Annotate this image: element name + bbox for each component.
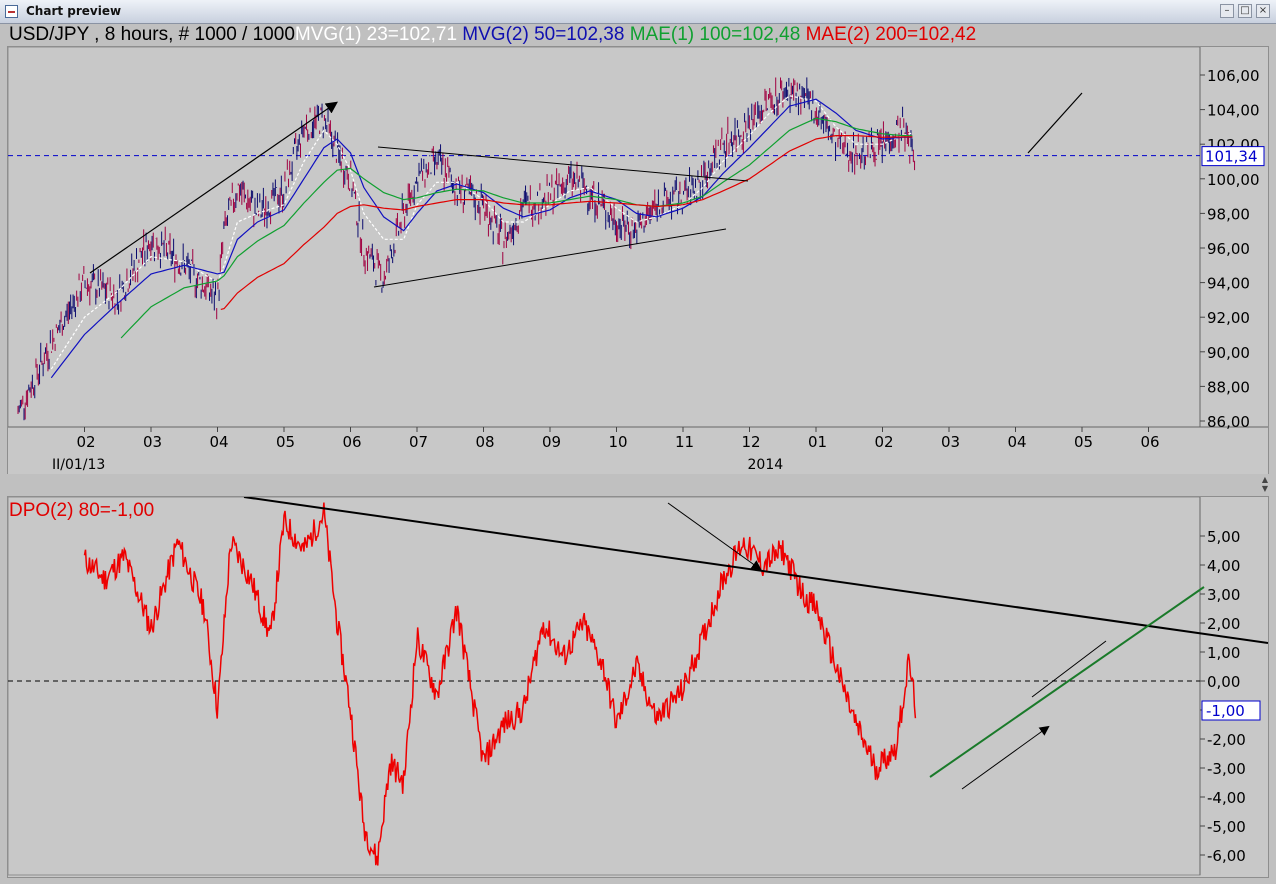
price-y-tick-label: 90,00 (1207, 344, 1250, 362)
price-chart[interactable]: 106,00104,00102,00100,0098,0096,0094,009… (7, 46, 1268, 475)
price-x-tick-label: 10 (609, 433, 628, 451)
price-x-tick-label: 03 (143, 433, 162, 451)
dpo-last-label: -1,00 (1206, 702, 1245, 720)
price-x-tick-label: 05 (276, 433, 295, 451)
dpo-y-tick-label: -2,00 (1207, 731, 1246, 749)
dpo-y-tick-label: 2,00 (1207, 615, 1240, 633)
price-x-tick-label: 08 (476, 433, 495, 451)
price-y-tick-label: 100,00 (1207, 171, 1260, 189)
projection-line (1027, 92, 1083, 154)
minimize-button[interactable]: – (1220, 4, 1234, 18)
price-panel[interactable]: 106,00 104,00 102,00 100,00 98,00 96,00 94,00 9… (7, 46, 1269, 476)
app-icon (5, 5, 18, 18)
dpo-y-tick-label: -5,00 (1207, 818, 1246, 836)
price-x-tick-label: 06 (1141, 433, 1160, 451)
dpo-panel[interactable]: 5,00 4,00 3,00 2,00 1,00 0,00 -1,00 -2,00 -3,00 -… (7, 496, 1269, 878)
triangle-upper-line (377, 146, 749, 182)
symbol-label: USD/JPY , 8 hours, # 1000 / 1000 (9, 24, 295, 45)
price-x-tick-label: 07 (409, 433, 428, 451)
price-y-tick-label: 86,00 (1207, 413, 1250, 431)
price-x-tick-label: 04 (1008, 433, 1027, 451)
price-plot-area (7, 46, 1201, 428)
dpo-y-tick-label: -6,00 (1207, 847, 1246, 865)
dpo-uptrend-line (929, 586, 1205, 778)
mae1-label: MAE(1) 100=102,48 (629, 24, 801, 45)
dpo-last-box (1201, 700, 1261, 721)
price-x-sublabel: II/01/13 (52, 457, 105, 473)
dpo-plot-area (7, 496, 1201, 876)
price-x-tick-label: 12 (742, 433, 761, 451)
mae1-line (120, 117, 913, 339)
price-x-tick-label: 06 (343, 433, 362, 451)
chart-header: USD/JPY , 8 hours, # 1000 / 1000MVG(1) 2… (9, 24, 976, 46)
last-price-box (1201, 146, 1265, 167)
price-x-tick-label: 09 (542, 433, 561, 451)
price-y-tick-label: 98,00 (1207, 205, 1250, 223)
price-x-tick-label: 11 (675, 433, 694, 451)
price-y-tick-label: 92,00 (1207, 309, 1250, 327)
maximize-button[interactable]: □ (1238, 4, 1252, 18)
panel-splitter[interactable]: ▲ ▼ (0, 474, 1276, 496)
price-y-tick-label: 96,00 (1207, 240, 1250, 258)
close-button[interactable]: × (1256, 4, 1270, 18)
dpo-y-tick-label: 5,00 (1207, 528, 1240, 546)
dpo-up-arrow (961, 725, 1050, 790)
mae2-line (220, 135, 913, 310)
price-x-tick-label: 05 (1074, 433, 1093, 451)
price-y-tick-label: 88,00 (1207, 378, 1250, 396)
dpo-y-tick-label: 4,00 (1207, 557, 1240, 575)
dpo-line (83, 502, 917, 866)
price-y-tick-label: 104,00 (1207, 102, 1260, 120)
dpo-pointer-arrow (667, 502, 762, 571)
splitter-arrows-icon[interactable]: ▲ ▼ (1261, 475, 1268, 493)
price-x-tick-label: 01 (808, 433, 827, 451)
price-y-tick-label: 106,00 (1207, 67, 1260, 85)
mae2-label: MAE(2) 200=102,42 (805, 24, 977, 45)
last-price-label: 101,34 (1205, 148, 1258, 166)
triangle-lower-line (373, 228, 727, 288)
mvg2-label: MVG(2) 50=102,38 (462, 24, 625, 45)
price-x-tick-label: 02 (875, 433, 894, 451)
mvg1-label: MVG(1) 23=102,71 (294, 24, 458, 45)
dpo-y-tick-label: -4,00 (1207, 789, 1246, 807)
price-x-tick-label: 03 (941, 433, 960, 451)
dpo-label: DPO(2) 80=-1,00 (9, 500, 155, 521)
trend-arrow-up (89, 101, 338, 274)
price-x-sublabel: 2014 (748, 457, 784, 473)
dpo-projection-line (1031, 640, 1107, 698)
price-y-tick-label: 94,00 (1207, 275, 1250, 293)
mvg2-line (50, 98, 913, 379)
price-x-tick-label: 04 (210, 433, 229, 451)
dpo-y-tick-label: 1,00 (1207, 644, 1240, 662)
dpo-y-tick-label: 0,00 (1207, 673, 1240, 691)
price-x-tick-label: 02 (77, 433, 96, 451)
window-titlebar: Chart preview – □ × (0, 0, 1276, 24)
window-title: Chart preview (26, 4, 122, 18)
dpo-chart[interactable]: 5,00 4,00 3,00 2,00 1,00 0,00 -1,00 -2,00 -3,00 -… (7, 496, 1269, 877)
dpo-y-tick-label: 3,00 (1207, 586, 1240, 604)
dpo-y-tick-label: -3,00 (1207, 760, 1246, 778)
